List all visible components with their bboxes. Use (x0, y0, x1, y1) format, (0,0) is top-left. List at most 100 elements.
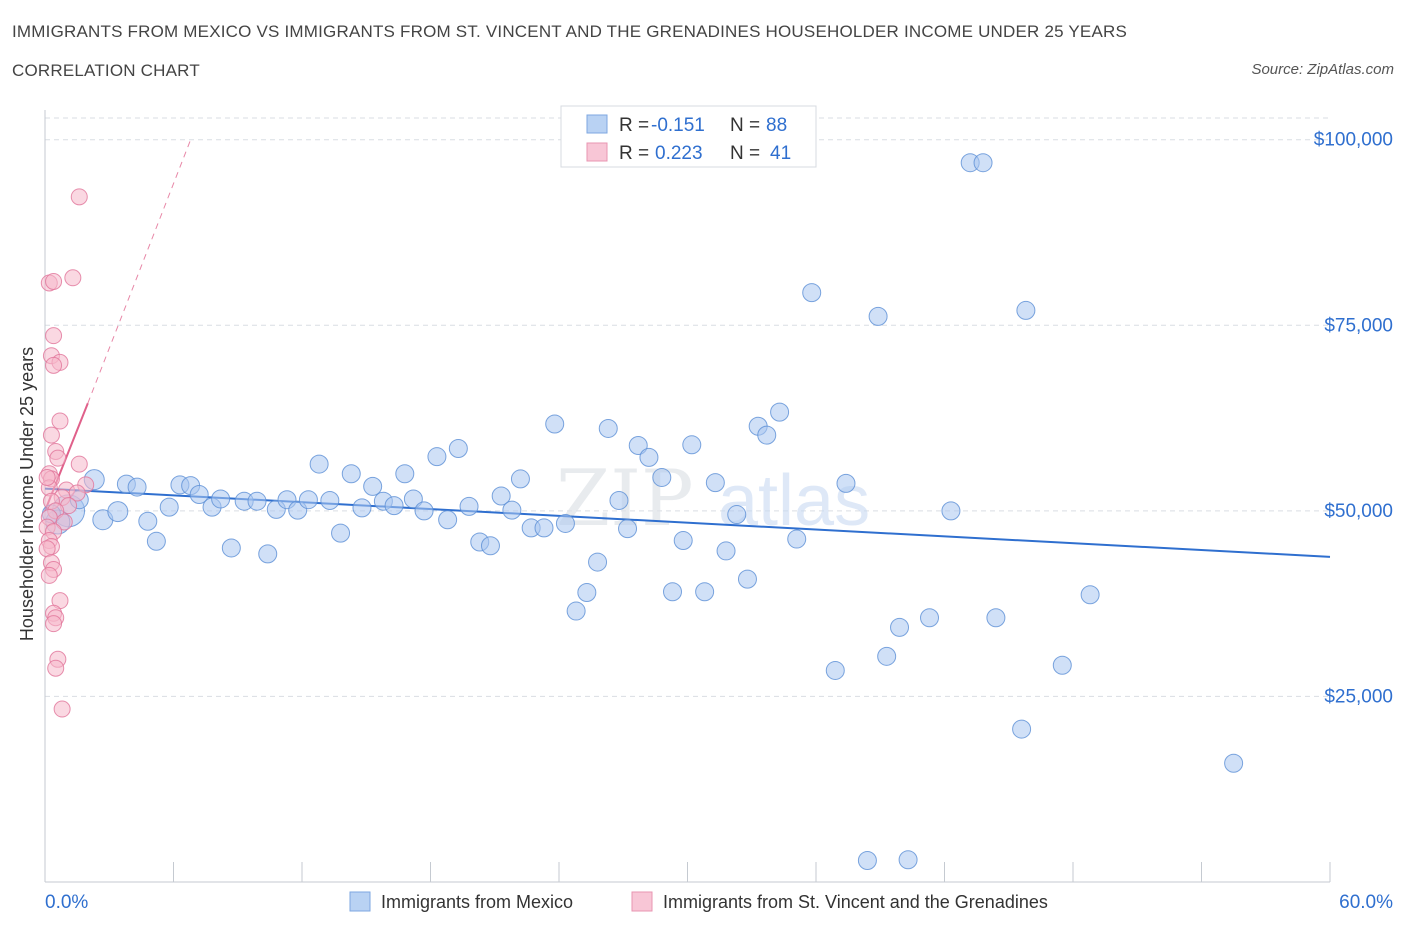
mexico-point (598, 418, 618, 438)
mexico-point (868, 306, 888, 326)
mexico-point (127, 477, 147, 497)
mexico-point (973, 153, 993, 173)
stats-n-value-2: 41 (770, 143, 791, 164)
mexico-point (1012, 719, 1032, 739)
mexico-point (1016, 300, 1036, 320)
mexico-point (247, 491, 267, 511)
mexico-point (566, 601, 586, 621)
st-vincent-point (45, 615, 63, 633)
stats-legend-swatch-blue (586, 114, 608, 134)
st-vincent-point (38, 468, 56, 486)
st-vincent-point (45, 356, 63, 374)
y-tick-label: $50,000 (1324, 501, 1393, 522)
st-vincent-point (53, 700, 71, 718)
mexico-point (682, 435, 702, 455)
mexico-point (618, 519, 638, 539)
mexico-point (414, 501, 434, 521)
gridlines (45, 117, 1330, 697)
mexico-point (757, 425, 777, 445)
stats-r-value-2: 0.223 (655, 143, 703, 164)
st-vincent-point (38, 540, 56, 558)
st-vincent-point (45, 327, 63, 345)
chart-title: IMMIGRANTS FROM MEXICO VS IMMIGRANTS FRO… (12, 22, 1128, 41)
mexico-point (986, 608, 1006, 628)
series-legend: Immigrants from Mexico Immigrants from S… (349, 891, 1048, 912)
mexico-point (138, 511, 158, 531)
mexico-point (609, 490, 629, 510)
st-vincent-point (70, 188, 88, 206)
legend-swatch-st-vincent (631, 891, 653, 912)
stats-r-label-2: R = (619, 143, 649, 164)
mexico-point (555, 513, 575, 533)
st-vincent-point (70, 455, 88, 473)
mexico-point (705, 473, 725, 493)
mexico-point (1080, 585, 1100, 605)
mexico-point (298, 490, 318, 510)
stats-legend-swatch-pink (586, 142, 608, 162)
mexico-point (352, 498, 372, 518)
mexico-point (577, 583, 597, 602)
mexico-point (211, 489, 231, 509)
mexico-point (146, 531, 166, 551)
mexico-point (320, 490, 340, 510)
mexico-point (1052, 655, 1072, 675)
st-vincent-point (40, 566, 58, 584)
mexico-point (663, 582, 683, 602)
mexico-point (673, 531, 693, 551)
y-axis-title: Householder Income Under 25 years (17, 347, 37, 641)
mexico-point (836, 473, 856, 493)
mexico-point (510, 469, 530, 489)
mexico-point (395, 464, 415, 484)
mexico-point (341, 464, 361, 484)
mexico-point (384, 496, 404, 516)
mexico-point (695, 582, 715, 602)
mexico-point (221, 538, 241, 558)
source-label: Source: ZipAtlas.com (1251, 61, 1394, 78)
stats-r-label-1: R = (619, 115, 649, 136)
chart-subtitle: CORRELATION CHART (12, 61, 200, 80)
mexico-point (941, 501, 961, 521)
st-vincent-point (47, 659, 65, 677)
mexico-point (737, 569, 757, 589)
mexico-point (877, 646, 897, 666)
axis-labels: $25,000 $50,000 $75,000 $100,000 0.0% 60.0% Ho… (17, 130, 1393, 913)
mexico-point (628, 436, 648, 456)
mexico-point (770, 402, 790, 422)
mexico-point (857, 850, 877, 870)
mexico-point (258, 544, 278, 564)
mexico-point (459, 496, 479, 516)
st-vincent-trend-extension (87, 139, 192, 404)
mexico-point (159, 497, 179, 517)
mexico-point (825, 660, 845, 680)
data-points (38, 153, 1244, 870)
y-tick-label: $25,000 (1324, 686, 1393, 707)
mexico-point (898, 850, 918, 870)
x-tick-label-max: 60.0% (1339, 892, 1393, 913)
mexico-point (890, 617, 910, 637)
mexico-point (107, 501, 129, 523)
y-tick-label: $100,000 (1314, 130, 1393, 151)
mexico-point (438, 510, 458, 530)
mexico-point (363, 476, 383, 496)
st-vincent-point (45, 272, 63, 290)
mexico-point (545, 414, 565, 434)
mexico-point (427, 447, 447, 467)
mexico-point (403, 489, 423, 509)
mexico-point (588, 552, 608, 572)
st-vincent-point (42, 426, 60, 444)
st-vincent-point (49, 449, 67, 467)
mexico-point (716, 541, 736, 561)
mexico-point (331, 523, 351, 543)
legend-swatch-mexico (349, 891, 371, 912)
stats-legend: R = -0.151 N = 88 R = 0.223 N = 41 (560, 105, 817, 168)
x-tick-label-min: 0.0% (45, 892, 88, 913)
mexico-point (448, 438, 468, 458)
y-tick-label: $75,000 (1324, 315, 1393, 336)
legend-label-st-vincent: Immigrants from St. Vincent and the Gren… (663, 892, 1048, 912)
mexico-point (309, 454, 329, 474)
stats-n-label-1: N = (730, 115, 760, 136)
st-vincent-point (64, 269, 82, 287)
legend-label-mexico: Immigrants from Mexico (381, 892, 573, 912)
st-vincent-point (51, 412, 69, 430)
